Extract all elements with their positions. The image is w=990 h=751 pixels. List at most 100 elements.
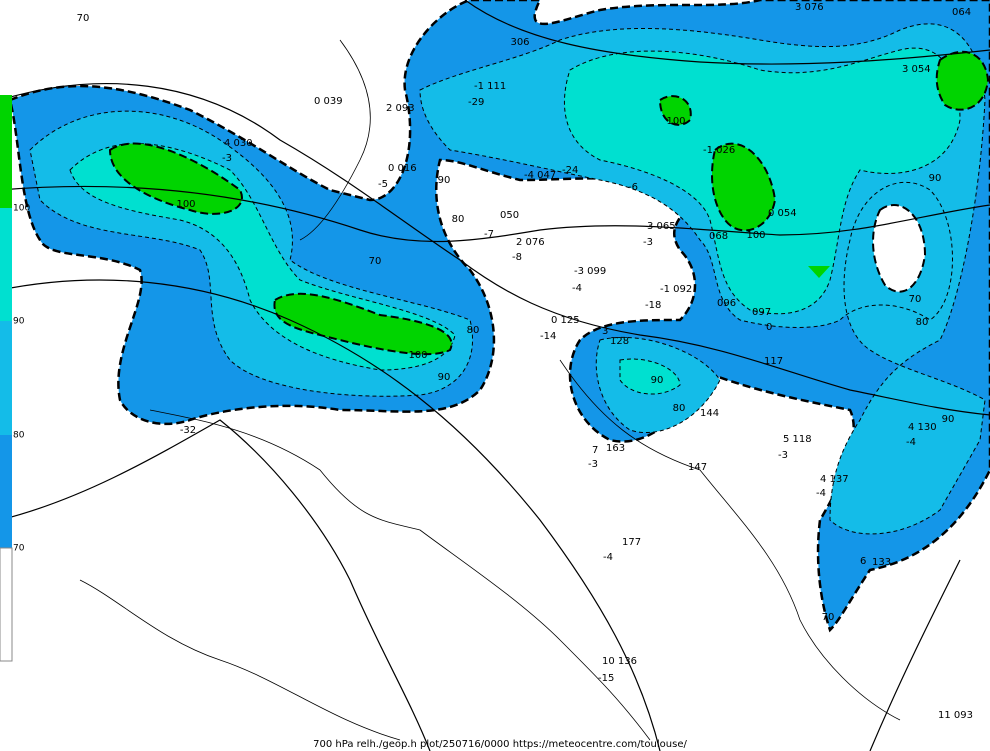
contour-label: 306 — [510, 37, 529, 48]
station-data: -14 — [540, 331, 556, 342]
marker — [808, 266, 830, 278]
contour-line — [869, 559, 961, 751]
station-data: 7 — [592, 445, 598, 456]
station-data: 3 054 — [902, 64, 931, 75]
station-data: 0 039 — [314, 96, 343, 107]
station-data: -7 — [484, 229, 494, 240]
station-data: 3 076 — [795, 2, 824, 13]
contour-label: 90 — [438, 372, 451, 383]
humidity-fill — [8, 0, 990, 633]
station-data: 097 — [752, 307, 771, 318]
contour-label: 80 — [916, 317, 929, 328]
colorbar-label: 80 — [13, 431, 25, 441]
station-data: 117 — [764, 356, 783, 367]
station-data: 128 — [610, 336, 629, 347]
colorbar-100 — [0, 95, 12, 208]
station-data: -3 — [643, 237, 653, 248]
colorbar-label: 70 — [13, 544, 25, 554]
station-data: -4 — [816, 488, 826, 499]
station-data: 064 — [952, 7, 971, 18]
station-data: -3 — [588, 459, 598, 470]
station-data: -24 — [562, 165, 578, 176]
station-data: 050 — [500, 210, 519, 221]
station-data: 3 — [602, 326, 608, 337]
colorbar — [0, 95, 13, 662]
station-data: -1 026 — [703, 145, 735, 156]
colorbar-70 — [0, 435, 12, 548]
contour-label: 70 — [822, 612, 835, 623]
colorbar-90 — [0, 208, 12, 321]
coast — [299, 39, 371, 241]
station-data: 144 — [700, 408, 719, 419]
contour-label: 100 — [746, 230, 765, 241]
colorbar-label: 100 — [13, 204, 30, 214]
contour-label: 90 — [929, 173, 942, 184]
station-data: 147 — [688, 462, 707, 473]
station-data: -29 — [468, 97, 484, 108]
station-data: 2 093 — [386, 103, 415, 114]
station-data: -4 — [572, 283, 582, 294]
station-data: -1 111 — [474, 81, 506, 92]
station-data: -3 — [778, 450, 788, 461]
station-data: 0 054 — [768, 208, 797, 219]
station-data: 163 — [606, 443, 625, 454]
station-data: 177 — [622, 537, 641, 548]
station-data: 0 016 — [388, 163, 417, 174]
coastlines — [79, 39, 901, 741]
station-data: 10 136 — [602, 656, 637, 667]
contour-label: 100 — [408, 350, 427, 361]
contour-line — [0, 279, 661, 751]
station-data: 068 — [709, 231, 728, 242]
contour-label: 70 — [77, 13, 90, 24]
station-data: -4 047 — [524, 170, 556, 181]
station-data: -18 — [645, 300, 661, 311]
labels: 1009080707030610070908010090100708080100… — [13, 2, 973, 721]
station-data: 11 093 — [938, 710, 973, 721]
footer: 700 hPa relh./geop.h plot/250716/0000 ht… — [313, 739, 687, 750]
station-data: 2 076 — [516, 237, 545, 248]
station-data: 6 — [860, 556, 866, 567]
contour-label: 80 — [467, 325, 480, 336]
contour-label: 100 — [176, 199, 195, 210]
station-data: 4 130 — [908, 422, 937, 433]
station-data: 4 137 — [820, 474, 849, 485]
station-data: 0 125 — [551, 315, 580, 326]
station-data: 5 118 — [783, 434, 812, 445]
contour-line — [464, 0, 990, 65]
contour-line — [0, 83, 990, 416]
station-data: 4 030 — [224, 138, 253, 149]
colorbar-low — [0, 547, 13, 662]
contour-line — [0, 185, 990, 243]
station-data: -5 — [378, 179, 388, 190]
contour-label: 80 — [452, 214, 465, 225]
contour-label: 80 — [673, 403, 686, 414]
contour-label: 70 — [369, 256, 382, 267]
contour-label: 90 — [438, 175, 451, 186]
station-data: -3 099 — [574, 266, 606, 277]
station-data: 133 — [872, 557, 891, 568]
station-data: -1 092 — [660, 284, 692, 295]
contour-label: 90 — [942, 414, 955, 425]
station-data: -6 — [628, 182, 638, 193]
station-data: -4 — [906, 437, 916, 448]
coast — [149, 409, 651, 741]
station-data: -4 — [603, 552, 613, 563]
station-data: -8 — [512, 252, 522, 263]
contour-line — [0, 419, 431, 751]
coast — [559, 359, 901, 721]
contour-label: 70 — [909, 294, 922, 305]
station-data: 3 065 — [647, 221, 676, 232]
coast — [79, 579, 401, 741]
colorbar-80 — [0, 321, 12, 435]
station-data: -15 — [598, 673, 614, 684]
contour-label: 90 — [651, 375, 664, 386]
station-data: 0 — [766, 322, 772, 333]
band-100 — [108, 50, 990, 356]
contour-label: 100 — [666, 116, 685, 127]
station-data: 096 — [717, 298, 736, 309]
station-data: -3 — [222, 153, 232, 164]
colorbar-label: 90 — [13, 317, 25, 327]
